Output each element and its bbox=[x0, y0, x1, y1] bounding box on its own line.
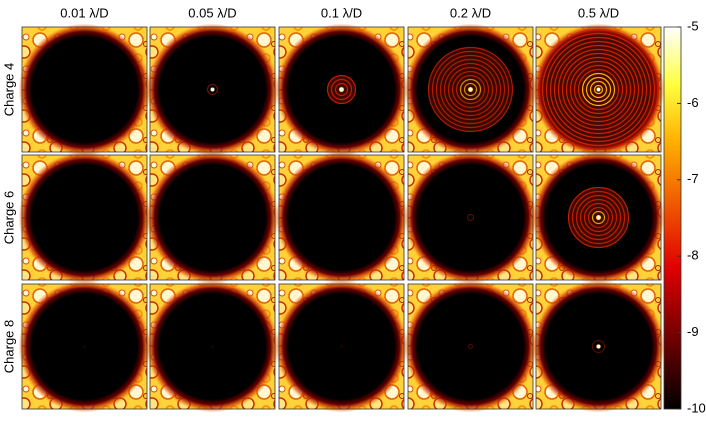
image-panel bbox=[275, 23, 408, 156]
image-panel bbox=[275, 280, 408, 413]
image-panel bbox=[532, 151, 665, 284]
image-panel bbox=[275, 151, 408, 284]
colorbar-tick-label: -6 bbox=[687, 95, 699, 110]
column-title: 0.05 λ/D bbox=[188, 5, 236, 20]
colorbar-tick-label: -8 bbox=[687, 248, 699, 263]
column-title: 0.01 λ/D bbox=[60, 5, 108, 20]
image-panel bbox=[532, 280, 665, 413]
image-panel bbox=[532, 23, 665, 156]
colorbar-tick-label: -7 bbox=[687, 171, 699, 186]
image-panel bbox=[18, 280, 151, 413]
row-label: Charge 4 bbox=[1, 63, 16, 116]
image-panel bbox=[146, 23, 279, 156]
image-panel bbox=[404, 23, 537, 156]
image-panel bbox=[18, 151, 151, 284]
column-title: 0.1 λ/D bbox=[321, 5, 362, 20]
image-panel bbox=[146, 280, 279, 413]
column-title: 0.5 λ/D bbox=[578, 5, 619, 20]
column-title: 0.2 λ/D bbox=[450, 5, 491, 20]
image-panel bbox=[146, 151, 279, 284]
colorbar-tick-label: -5 bbox=[687, 18, 699, 33]
row-label: Charge 6 bbox=[1, 191, 16, 244]
colorbar-tick-label: -9 bbox=[687, 324, 699, 339]
colorbar-tick-label: -10 bbox=[687, 400, 706, 415]
image-panel bbox=[18, 23, 151, 156]
image-panel bbox=[404, 151, 537, 284]
image-panel bbox=[404, 280, 537, 413]
row-label: Charge 8 bbox=[1, 320, 16, 373]
colorbar bbox=[663, 26, 682, 410]
